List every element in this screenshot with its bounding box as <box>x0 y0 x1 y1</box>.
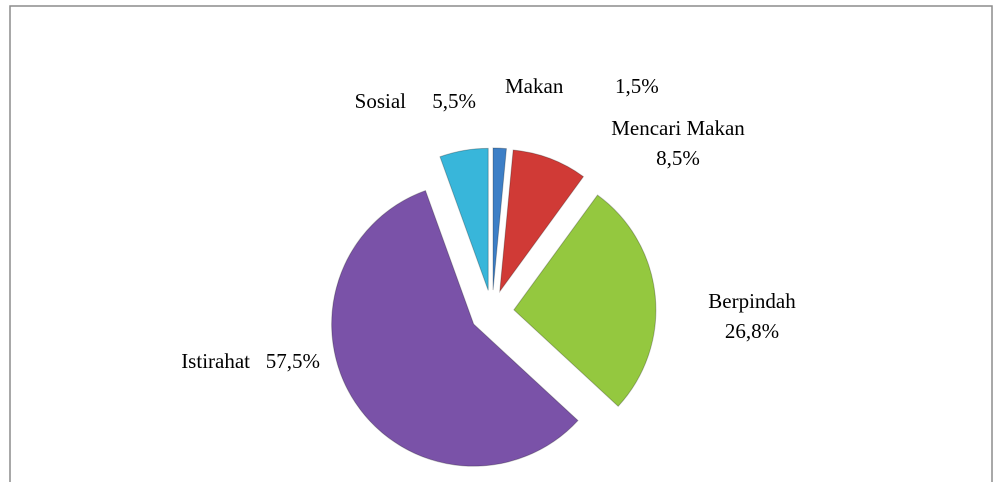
slice-value-label: 57,5% <box>266 349 320 373</box>
pie-slice <box>499 149 585 294</box>
slice-category: Makan <box>505 74 564 98</box>
pie-slice <box>439 147 489 291</box>
slice-category: Sosial <box>355 89 407 113</box>
slice-category: Berpindah <box>708 289 796 313</box>
slice-category: Istirahat <box>181 349 250 373</box>
pie-slice <box>513 194 657 407</box>
slice-category: Mencari Makan <box>611 116 745 140</box>
pie-slice <box>492 147 507 291</box>
chart-border <box>9 5 993 482</box>
slice-value-label: 8,5% <box>656 146 700 170</box>
slice-value-label: 1,5% <box>615 74 659 98</box>
slice-value-label: 26,8% <box>725 319 779 343</box>
pie-slice <box>331 189 579 467</box>
slice-value-label: 5,5% <box>432 89 476 113</box>
